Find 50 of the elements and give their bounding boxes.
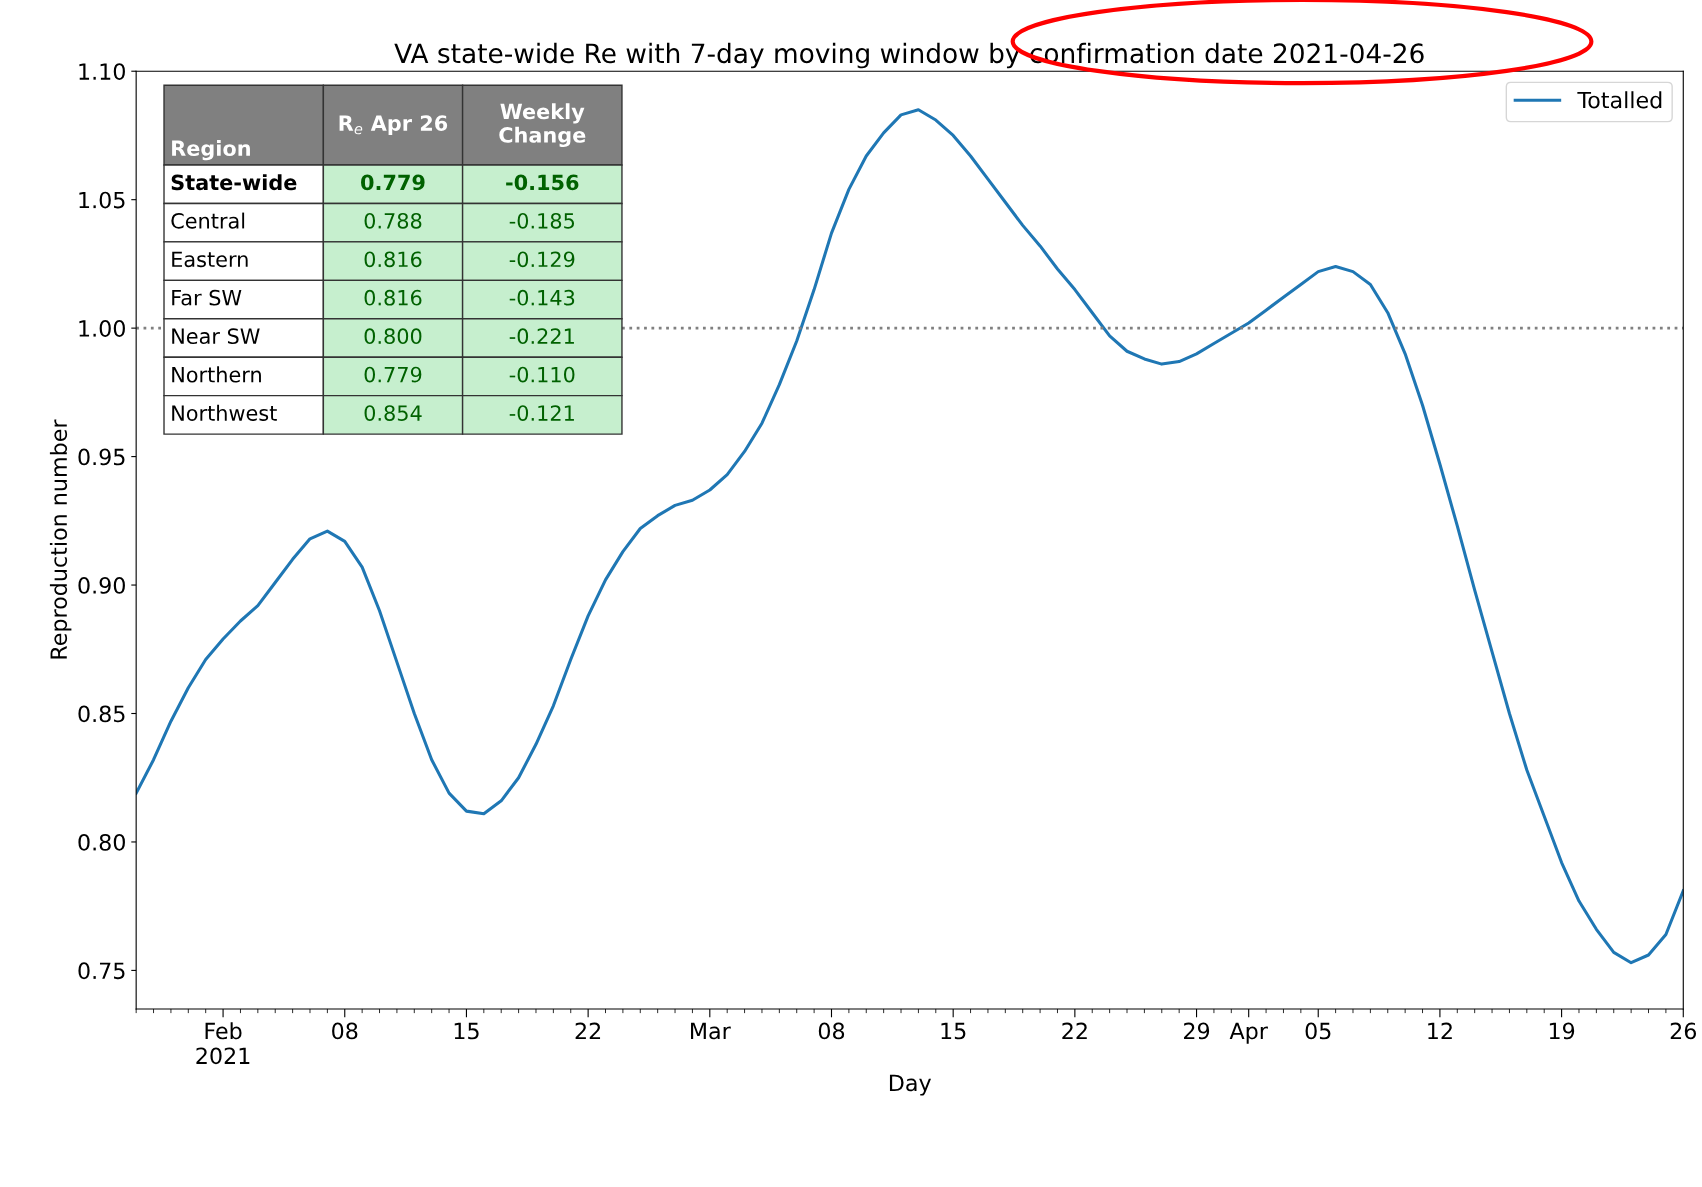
annotation: 0.800 [364,328,422,345]
annotation: 0.816 [364,289,422,306]
y-tick-label: 1.05 [79,191,125,209]
x-tick-label: 15 [454,1022,479,1040]
annotation: State-wide [171,174,297,191]
annotation: -0.185 [509,212,575,229]
annotation: Near SW [172,328,260,345]
x-tick-label: Apr [1229,1022,1268,1044]
x-tick-label: Mar [691,1022,731,1040]
annotation: -0.143 [509,289,575,306]
annotation: 0.816 [364,251,422,268]
y-axis-title: Reproduction number [49,419,72,659]
y-tick-label: 1.10 [79,63,125,80]
annotation: Weekly Change [499,103,586,148]
y-tick-label: 0.95 [78,448,125,466]
y-tick-label: 1.00 [79,320,125,337]
annotation: R$_{e}$ Apr 26 [339,115,448,136]
annotation: 0.779 [361,174,425,191]
x-tick-label: 05 [1305,1022,1331,1040]
annotation: -0.221 [509,328,574,345]
annotation: 0.788 [364,212,422,229]
x-tick-label: 19 [1549,1022,1575,1040]
annotation: 0.779 [364,366,422,383]
annotation: Central [171,212,245,229]
x-tick-label: 08 [818,1022,845,1040]
x-tick-label: 12 [1428,1022,1452,1040]
annotation: Northern [172,366,261,383]
x-tick-label: 22 [1062,1022,1087,1040]
annotation: -0.156 [506,174,579,191]
y-tick-label: 0.75 [78,962,125,980]
chart-title: VA state-wide Re with 7-day moving window by confirmation date 2021-04-26 [394,42,1424,69]
annotation: -0.110 [509,366,575,383]
y-tick-label: 0.85 [78,705,125,723]
annotation: Far SW [172,289,242,306]
x-tick-label: 22 [575,1022,601,1040]
annotation: -0.129 [509,251,575,268]
annotation: Region [172,139,250,161]
annotation: Northwest [172,404,277,421]
y-tick-label: 0.80 [78,833,125,851]
annotation: -0.121 [509,405,574,421]
x-tick-label: 29 [1184,1022,1210,1040]
x-tick-label: 26 [1670,1022,1697,1040]
legend-label: Totalled [1577,91,1662,109]
x-tick-label: 08 [332,1022,358,1040]
y-tick-label: 0.90 [78,576,125,594]
annotation: Eastern [172,251,248,268]
annotation: 0.854 [364,405,422,421]
x-tick-label: Feb 2021 [196,1022,250,1065]
x-tick-label: 15 [941,1022,966,1040]
x-axis-title: Day [889,1074,931,1096]
